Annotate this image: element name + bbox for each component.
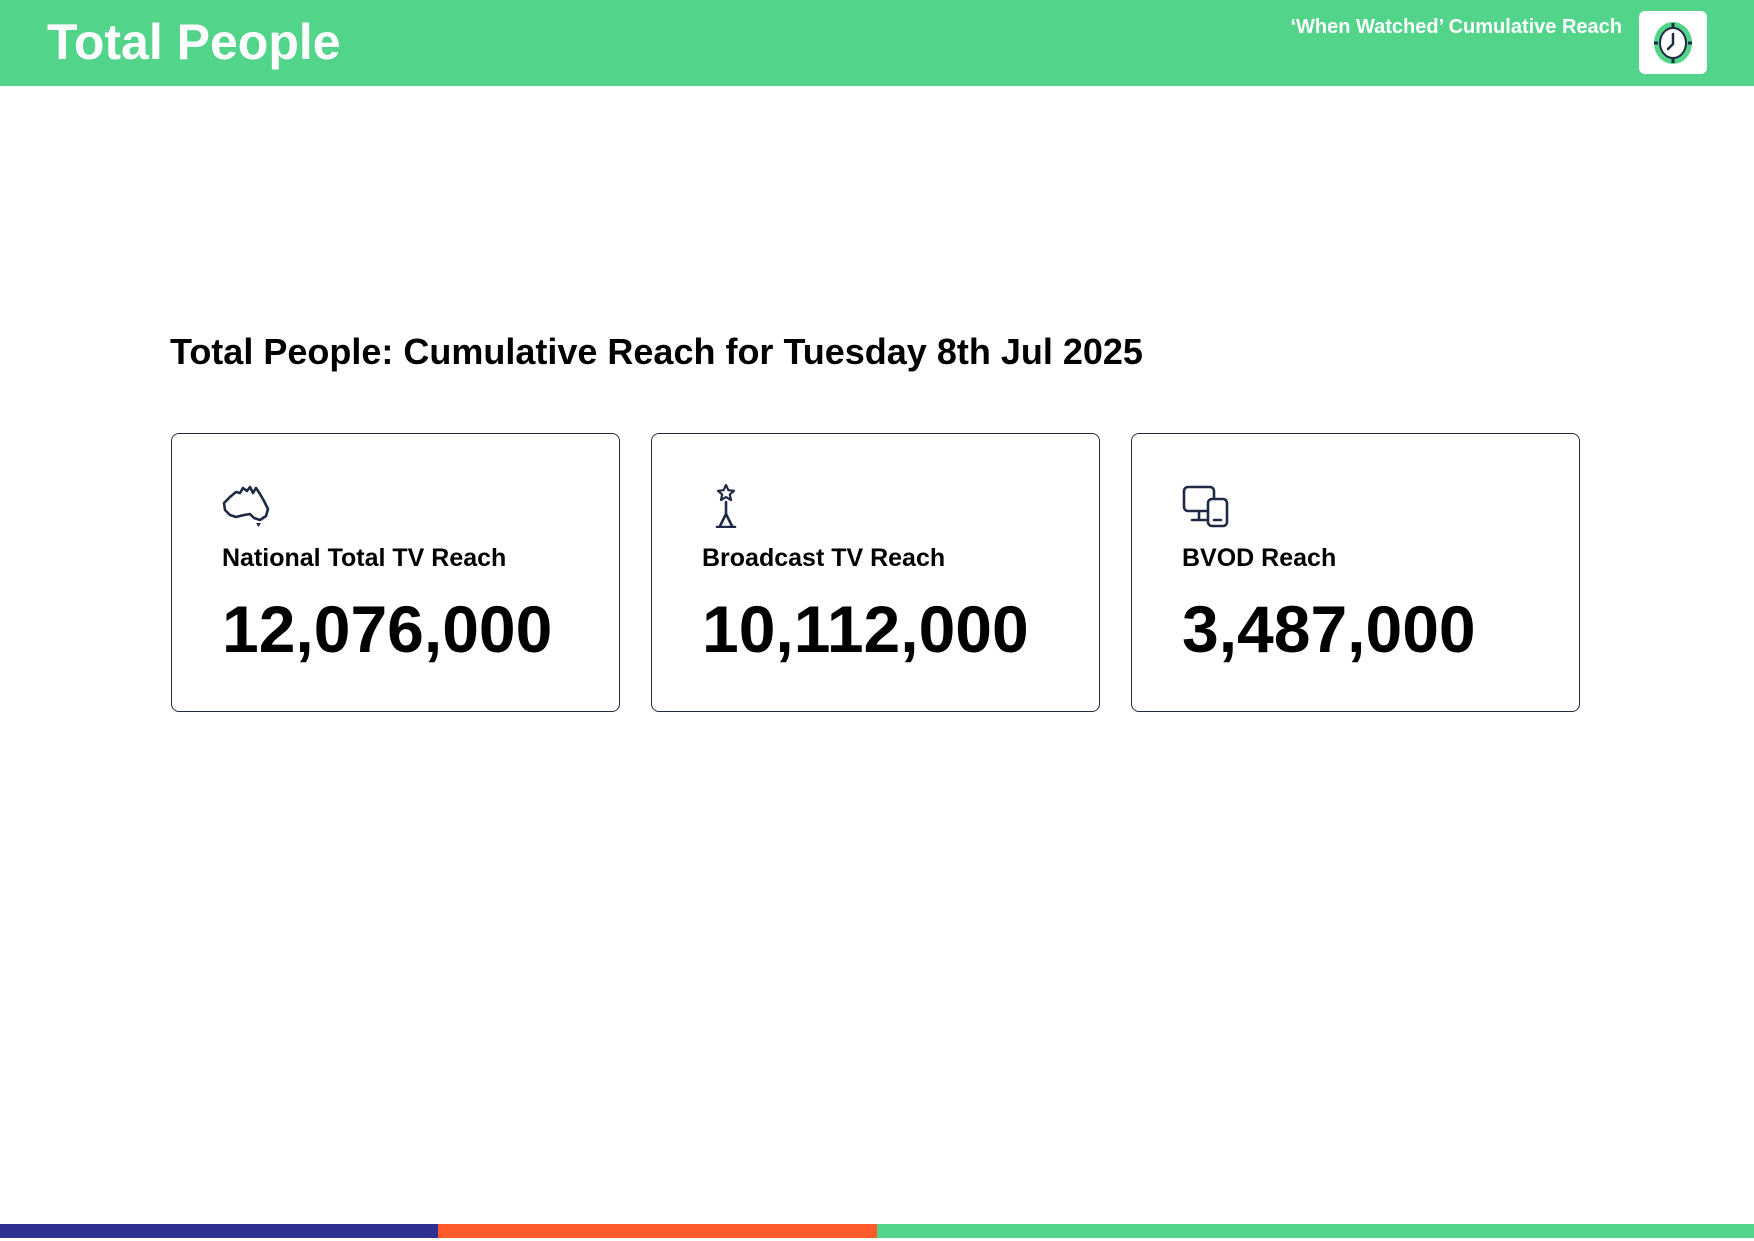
clock-icon (1654, 21, 1692, 64)
card-value: 12,076,000 (222, 592, 553, 666)
report-subtitle: ‘When Watched’ Cumulative Reach (1290, 16, 1622, 38)
card-value: 3,487,000 (1182, 592, 1476, 666)
devices-icon (1182, 485, 1229, 528)
australia-map-icon (222, 485, 270, 527)
card-label: Broadcast TV Reach (702, 544, 946, 572)
report-logo (1639, 11, 1707, 74)
national-total-tv-reach-card: National Total TV Reach 12,076,000 (171, 433, 620, 712)
broadcast-tower-icon (715, 484, 737, 528)
card-label: National Total TV Reach (222, 544, 507, 572)
footer-bar-green (877, 1224, 1754, 1238)
footer-bar-orange (438, 1224, 877, 1238)
card-label: BVOD Reach (1182, 544, 1337, 572)
broadcast-tv-reach-card: Broadcast TV Reach 10,112,000 (651, 433, 1100, 712)
page-heading: Total People: Cumulative Reach for Tuesd… (170, 331, 1143, 372)
bvod-reach-card: BVOD Reach 3,487,000 (1131, 433, 1580, 712)
card-value: 10,112,000 (702, 592, 1029, 666)
page-header: Total People ‘When Watched’ Cumulative R… (0, 0, 1754, 86)
page-title: Total People (47, 14, 341, 70)
footer-bar-navy (0, 1224, 438, 1238)
